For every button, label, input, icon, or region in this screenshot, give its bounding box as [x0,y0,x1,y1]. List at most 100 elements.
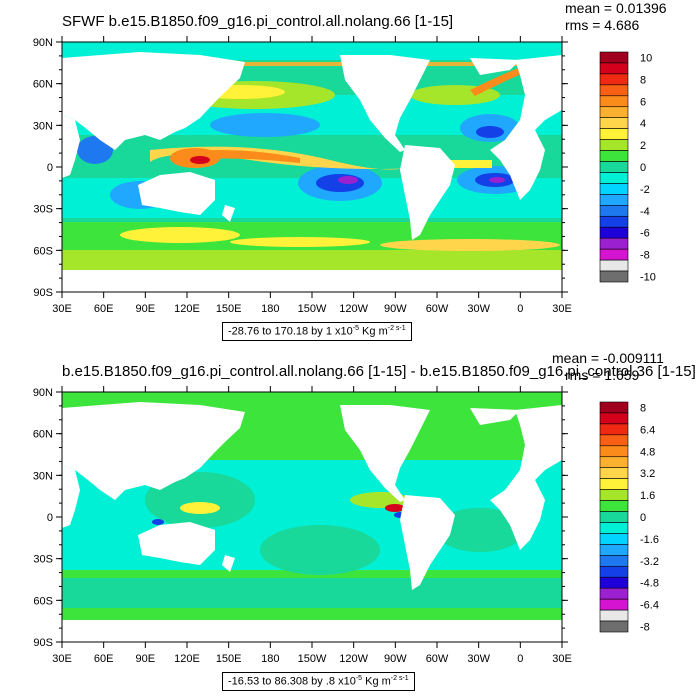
lon-label: 120W [339,303,368,315]
colorbar-swatch [599,445,629,458]
colorbar-swatch [599,587,629,600]
lon-label: 150W [298,303,327,315]
colorbar-label: -10 [640,272,656,284]
lon-label: 30W [467,653,490,665]
colorbar-swatch [599,467,629,479]
colorbar-swatch [599,533,629,545]
colorbar-swatch [599,183,629,195]
colorbar-swatch [599,95,629,108]
lon-label: 30E [52,303,72,315]
colorbar-swatch [599,172,629,184]
colorbar-swatch [599,500,629,512]
colorbar-label: 4 [640,118,646,130]
colorbar-swatch [599,248,629,261]
map-panel-bottom: b.e15.B1850.f09_g16.pi_control.all.nolan… [0,350,700,700]
lon-label: 30W [467,303,490,315]
colorbar-label: 2 [640,140,646,152]
colorbar-swatch [599,401,629,414]
map-panel-top: SFWF b.e15.B1850.f09_g16.pi_control.all.… [33,0,667,341]
lat-label: 30S [33,554,53,566]
lon-label: 120W [339,653,368,665]
lon-label: 90W [384,303,407,315]
colorbar-swatch [599,412,629,425]
colorbar-label: -6 [640,228,650,240]
colorbar-swatch [599,51,629,64]
lat-label: 60S [33,245,53,257]
colorbar-swatch [599,226,629,239]
colorbar-label: 8 [640,74,646,86]
lon-label: 30E [52,653,72,665]
map-plot: 90N 60N 30N 0 30S 60S 90S 30E 60E 90E 120E 150E 180 1… [33,36,656,315]
lon-label: 90W [384,653,407,665]
map-title: b.e15.B1850.f09_g16.pi_control.all.nolan… [62,363,696,380]
colorbar-swatch [599,161,629,173]
map-plot: 90N 60N 30N 0 30S 60S 90S 30E 60E 90E 120E 150E 180 1… [33,386,659,665]
colorbar-label: -6.4 [640,600,659,612]
lon-label: 150W [298,653,327,665]
lat-label: 90N [33,37,53,49]
lon-label: 60E [94,303,114,315]
lon-label: 60E [94,653,114,665]
lat-label: 0 [47,162,53,174]
lon-label: 150E [216,303,242,315]
map-title: SFWF b.e15.B1850.f09_g16.pi_control.all.… [62,13,454,30]
lon-label: 60W [426,653,449,665]
colorbar-label: 6.4 [640,424,655,436]
colorbar-label: -4 [640,206,650,218]
colorbar-swatch [599,73,629,86]
lat-label: 90S [33,637,53,649]
lat-label: 0 [47,512,53,524]
colorbar-label: 8 [640,402,646,414]
colorbar-swatch [599,555,629,567]
colorbar-swatch [599,511,629,523]
colorbar-swatch [599,522,629,534]
lat-label: 60S [33,595,53,607]
contour-range-label: -28.76 to 170.18 by 1 x10-5 Kg m-2 s-1 [222,322,412,341]
colorbar-swatch [599,565,629,578]
colorbar-label: -2 [640,184,650,196]
colorbar-label: 3.2 [640,468,655,480]
colorbar-label: -1.6 [640,534,659,546]
colorbar-swatch [599,215,629,228]
colorbar-label: -8 [640,250,650,262]
colorbar-label: 0 [640,512,646,524]
lon-label: 0 [517,653,523,665]
lat-label: 30S [33,204,53,216]
lon-label: 180 [261,653,279,665]
colorbar-swatch [599,150,629,162]
lon-label: 180 [261,303,279,315]
lon-label: 120E [174,653,200,665]
colorbar-swatch [599,609,629,622]
colorbar-label: 0 [640,162,646,174]
colorbar: 8 6.4 4.8 3.2 1.6 0 -1.6 -3.2 -4.8 -6.4 -8 [599,401,659,634]
contour-range-label: -16.53 to 86.308 by .8 x10-5 Kg m-2 s-1 [222,672,415,691]
lon-label: 0 [517,303,523,315]
lat-label: 90N [33,387,53,399]
colorbar-swatch [599,423,629,436]
lon-label: 90E [136,653,156,665]
colorbar-swatch [599,259,629,272]
colorbar-swatch [599,598,629,611]
lat-label: 60N [33,79,53,91]
rms-value: rms = 1.659 [565,367,640,383]
colorbar-swatch [599,194,629,206]
colorbar-swatch [599,106,629,119]
colorbar-label: 10 [640,52,652,64]
colorbar-swatch [599,128,629,140]
colorbar-label: -3.2 [640,556,659,568]
colorbar-swatch [599,84,629,97]
mean-value: mean = -0.009111 [552,350,664,366]
lat-label: 90S [33,287,53,299]
colorbar-swatch [599,456,629,469]
map-axes: 90N 60N 30N 0 30S 60S 90S 30E 60E 90E 120E 150E 180 1… [33,36,572,315]
lon-label: 30E [552,303,572,315]
rms-value: rms = 4.686 [565,17,640,33]
mean-value: mean = 0.01396 [565,0,667,16]
colorbar-swatch [599,62,629,75]
colorbar-label: -4.8 [640,578,659,590]
land-mask [62,402,562,642]
colorbar-swatch [599,270,629,283]
colorbar-swatch [599,139,629,151]
colorbar-swatch [599,620,629,633]
lat-label: 30N [33,120,53,132]
